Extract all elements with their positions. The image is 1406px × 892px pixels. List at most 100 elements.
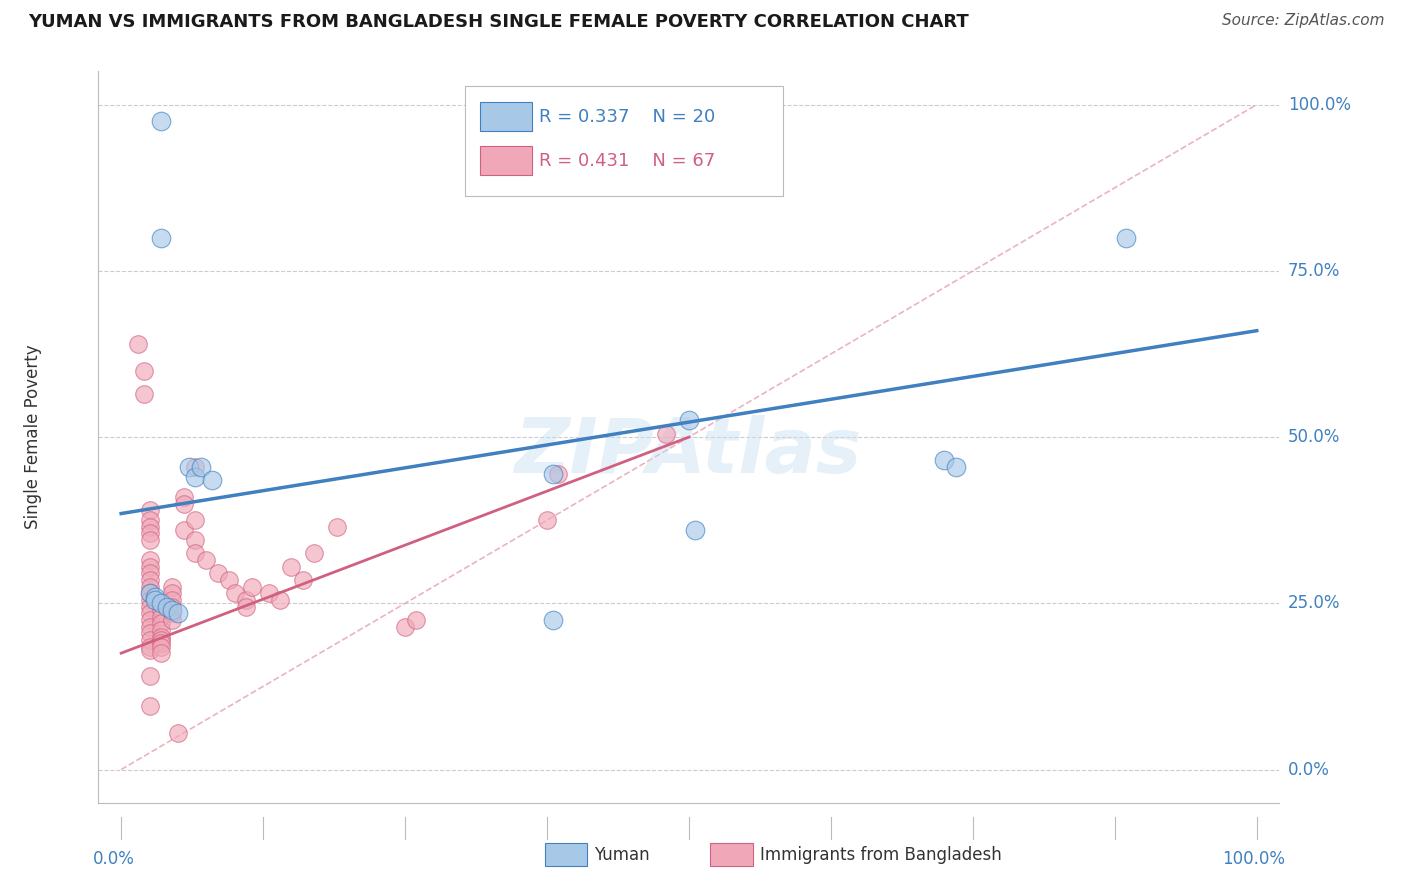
Point	[173, 523, 195, 537]
Point	[138, 669, 160, 683]
Point	[184, 546, 207, 560]
Point	[405, 613, 427, 627]
Point	[541, 613, 564, 627]
Point	[149, 636, 172, 650]
Point	[149, 616, 172, 631]
Text: 0.0%: 0.0%	[93, 850, 135, 868]
Text: ZIPAtlas: ZIPAtlas	[515, 415, 863, 489]
Point	[207, 566, 229, 581]
Point	[179, 460, 201, 475]
Point	[138, 586, 160, 600]
Point	[655, 426, 678, 441]
Text: R = 0.431    N = 67: R = 0.431 N = 67	[538, 152, 716, 169]
Point	[138, 573, 160, 587]
Point	[167, 607, 190, 621]
Point	[138, 513, 160, 527]
Point	[190, 460, 212, 475]
Point	[138, 520, 160, 534]
Point	[132, 363, 155, 377]
Point	[683, 523, 706, 537]
Point	[149, 623, 172, 637]
Text: 100.0%: 100.0%	[1288, 95, 1351, 113]
Point	[162, 603, 183, 617]
Point	[138, 533, 160, 548]
Point	[149, 603, 172, 617]
Point	[138, 580, 160, 594]
Point	[302, 546, 325, 560]
Point	[162, 599, 183, 614]
Point	[138, 503, 160, 517]
Point	[127, 337, 149, 351]
Text: 25.0%: 25.0%	[1288, 594, 1340, 612]
Point	[224, 586, 246, 600]
Point	[132, 387, 155, 401]
Point	[269, 593, 291, 607]
Point	[240, 580, 263, 594]
Point	[173, 497, 195, 511]
Point	[173, 490, 195, 504]
Text: 50.0%: 50.0%	[1288, 428, 1340, 446]
Point	[138, 526, 160, 541]
Point	[1115, 230, 1137, 244]
Point	[138, 613, 160, 627]
Point	[536, 513, 558, 527]
Point	[235, 593, 257, 607]
Point	[326, 520, 349, 534]
Text: YUMAN VS IMMIGRANTS FROM BANGLADESH SINGLE FEMALE POVERTY CORRELATION CHART: YUMAN VS IMMIGRANTS FROM BANGLADESH SING…	[28, 13, 969, 31]
Point	[394, 619, 416, 633]
Point	[138, 626, 160, 640]
Point	[945, 460, 967, 475]
Point	[149, 646, 172, 660]
Point	[138, 699, 160, 714]
Point	[138, 593, 160, 607]
Point	[155, 599, 177, 614]
Point	[547, 467, 569, 481]
Point	[195, 553, 218, 567]
Point	[280, 559, 302, 574]
Point	[138, 607, 160, 621]
Point	[138, 586, 160, 600]
Point	[201, 473, 224, 487]
Point	[162, 586, 183, 600]
Point	[138, 632, 160, 647]
Text: 100.0%: 100.0%	[1222, 850, 1285, 868]
Point	[162, 613, 183, 627]
Point	[143, 590, 166, 604]
Text: Yuman: Yuman	[595, 846, 650, 863]
Point	[138, 599, 160, 614]
Text: Source: ZipAtlas.com: Source: ZipAtlas.com	[1222, 13, 1385, 29]
Point	[235, 599, 257, 614]
Point	[138, 619, 160, 633]
Point	[257, 586, 280, 600]
Point	[162, 580, 183, 594]
Point	[149, 114, 172, 128]
Text: Immigrants from Bangladesh: Immigrants from Bangladesh	[759, 846, 1001, 863]
Point	[138, 566, 160, 581]
Point	[149, 640, 172, 654]
Point	[149, 630, 172, 644]
Point	[678, 413, 700, 427]
FancyBboxPatch shape	[479, 146, 531, 175]
Point	[149, 632, 172, 647]
Point	[184, 533, 207, 548]
Text: 75.0%: 75.0%	[1288, 262, 1340, 280]
Point	[138, 640, 160, 654]
FancyBboxPatch shape	[479, 102, 531, 131]
Point	[149, 596, 172, 610]
Point	[291, 573, 314, 587]
Text: R = 0.337    N = 20: R = 0.337 N = 20	[538, 108, 716, 126]
Point	[934, 453, 956, 467]
Point	[167, 726, 190, 740]
Point	[138, 643, 160, 657]
Point	[162, 593, 183, 607]
Point	[541, 467, 564, 481]
Point	[184, 513, 207, 527]
Point	[143, 593, 166, 607]
Point	[149, 596, 172, 610]
Point	[162, 607, 183, 621]
FancyBboxPatch shape	[710, 843, 752, 866]
Text: 0.0%: 0.0%	[1288, 761, 1330, 779]
Text: Single Female Poverty: Single Female Poverty	[24, 345, 42, 529]
Point	[138, 559, 160, 574]
Point	[149, 230, 172, 244]
